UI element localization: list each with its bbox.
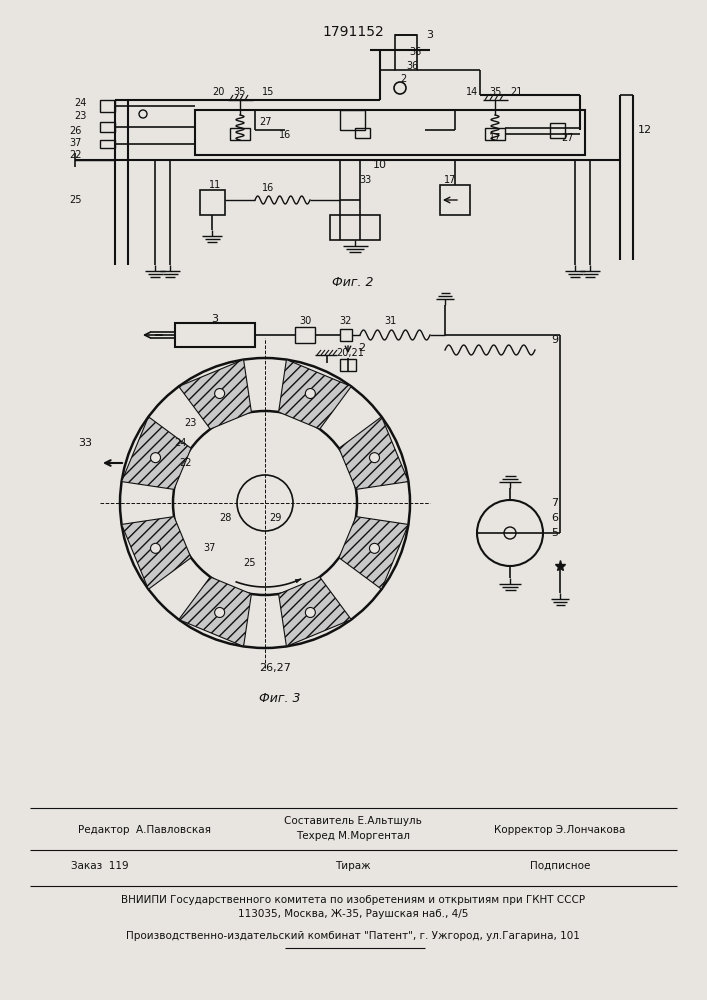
Polygon shape [279,577,351,646]
Bar [340,359,356,371]
Bar [440,185,470,215]
Text: 22: 22 [179,458,192,468]
Text: Заказ  119: Заказ 119 [71,861,129,871]
Text: 2: 2 [400,74,406,84]
Text: 10: 10 [373,160,387,170]
Bar [200,190,225,215]
Text: 15: 15 [262,87,274,97]
Text: 2: 2 [358,343,366,353]
Bar [355,128,370,138]
Circle shape [215,389,225,399]
Text: 30: 30 [299,316,311,326]
Text: 24: 24 [75,98,87,108]
Text: Техред М.Моргентал: Техред М.Моргентал [296,831,410,841]
Text: 5: 5 [551,528,559,538]
Text: 20: 20 [212,87,224,97]
Text: 27: 27 [561,133,573,143]
Text: 32: 32 [340,316,352,326]
Polygon shape [122,417,191,489]
Text: 25: 25 [69,195,82,205]
Circle shape [370,543,380,553]
Text: ВНИИПИ Государственного комитета по изобретениям и открытиям при ГКНТ СССР: ВНИИПИ Государственного комитета по изоб… [121,895,585,905]
Circle shape [305,389,315,399]
Bar [330,215,380,240]
Text: 37: 37 [204,543,216,553]
Text: 3: 3 [426,30,433,40]
Bar [230,128,250,140]
Text: Фиг. 3: Фиг. 3 [259,692,300,704]
Bar [100,122,115,132]
Polygon shape [339,517,409,589]
Text: 12: 12 [638,125,652,135]
Text: 14: 14 [466,87,478,97]
Bar [485,128,505,140]
Text: 3: 3 [211,314,218,324]
Circle shape [151,453,160,463]
Text: 35: 35 [489,87,501,97]
Text: 27: 27 [259,117,271,127]
Bar [295,327,315,343]
Text: 33: 33 [78,438,92,448]
Text: 7: 7 [551,498,559,508]
Polygon shape [179,577,252,646]
Polygon shape [339,417,409,489]
Circle shape [151,543,160,553]
Bar [340,110,365,130]
Text: 24: 24 [174,438,186,448]
Bar [550,123,565,138]
Text: Подписное: Подписное [530,861,590,871]
Polygon shape [279,360,351,429]
Text: 17: 17 [444,175,456,185]
Text: 22: 22 [69,150,82,160]
Text: 37: 37 [69,138,82,148]
Circle shape [305,607,315,617]
Text: 1791152: 1791152 [322,25,384,39]
Text: 31: 31 [384,316,396,326]
Bar [100,100,115,112]
Text: Фиг. 2: Фиг. 2 [332,275,374,288]
Bar [195,110,585,155]
Text: 35: 35 [234,87,246,97]
Bar [340,329,352,341]
Polygon shape [296,579,300,583]
Text: 28: 28 [218,513,231,523]
Bar [395,35,417,70]
Text: 23: 23 [184,418,196,428]
Text: 36: 36 [406,61,418,71]
Text: Составитель Е.Альтшуль: Составитель Е.Альтшуль [284,816,422,826]
Text: 26,27: 26,27 [259,663,291,673]
Text: 16: 16 [279,130,291,140]
Text: 17: 17 [489,133,501,143]
Text: Редактор  А.Павловская: Редактор А.Павловская [78,825,211,835]
Text: 20,21: 20,21 [336,348,364,358]
Circle shape [215,607,225,617]
Text: Тираж: Тираж [335,861,370,871]
Text: 33: 33 [359,175,371,185]
Text: 21: 21 [510,87,522,97]
Text: 6: 6 [551,513,559,523]
Text: Производственно-издательский комбинат "Патент", г. Ужгород, ул.Гагарина, 101: Производственно-издательский комбинат "П… [126,931,580,941]
Text: 36: 36 [409,47,421,57]
Text: 25: 25 [244,558,256,568]
Text: 9: 9 [551,335,559,345]
Text: Корректор Э.Лончакова: Корректор Э.Лончакова [494,825,626,835]
Polygon shape [122,517,191,589]
Polygon shape [179,360,252,429]
Text: 113035, Москва, Ж-35, Раушская наб., 4/5: 113035, Москва, Ж-35, Раушская наб., 4/5 [238,909,468,919]
Circle shape [370,453,380,463]
Bar [175,323,255,347]
Text: 23: 23 [75,111,87,121]
Bar [100,140,115,148]
Text: 16: 16 [262,183,274,193]
Text: 26: 26 [69,126,82,136]
Text: 11: 11 [209,180,221,190]
Text: 29: 29 [269,513,281,523]
